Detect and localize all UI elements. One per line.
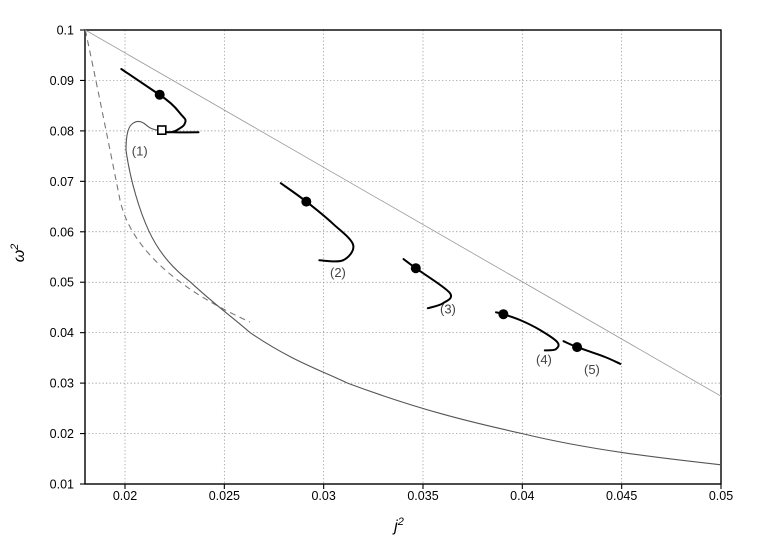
svg-text:0.04: 0.04 <box>50 326 74 340</box>
svg-text:0.01: 0.01 <box>50 478 74 492</box>
svg-text:(4): (4) <box>536 352 552 367</box>
svg-text:0.05: 0.05 <box>50 276 74 290</box>
svg-text:0.04: 0.04 <box>510 489 534 503</box>
svg-text:0.09: 0.09 <box>50 74 74 88</box>
svg-text:ω2: ω2 <box>9 244 28 263</box>
svg-text:0.025: 0.025 <box>209 489 240 503</box>
svg-text:0.05: 0.05 <box>709 489 733 503</box>
svg-text:(1): (1) <box>132 144 148 159</box>
svg-text:0.03: 0.03 <box>311 489 335 503</box>
svg-text:0.07: 0.07 <box>50 175 74 189</box>
svg-text:0.1: 0.1 <box>57 24 74 38</box>
svg-text:0.02: 0.02 <box>50 427 74 441</box>
svg-text:j2: j2 <box>392 516 404 535</box>
svg-text:0.045: 0.045 <box>606 489 637 503</box>
svg-text:(2): (2) <box>330 265 346 280</box>
svg-text:(3): (3) <box>440 302 456 317</box>
svg-text:0.06: 0.06 <box>50 225 74 239</box>
svg-text:0.035: 0.035 <box>407 489 438 503</box>
svg-text:0.08: 0.08 <box>50 124 74 138</box>
svg-text:(5): (5) <box>584 362 600 377</box>
svg-text:0.03: 0.03 <box>50 377 74 391</box>
svg-text:0.02: 0.02 <box>113 489 137 503</box>
